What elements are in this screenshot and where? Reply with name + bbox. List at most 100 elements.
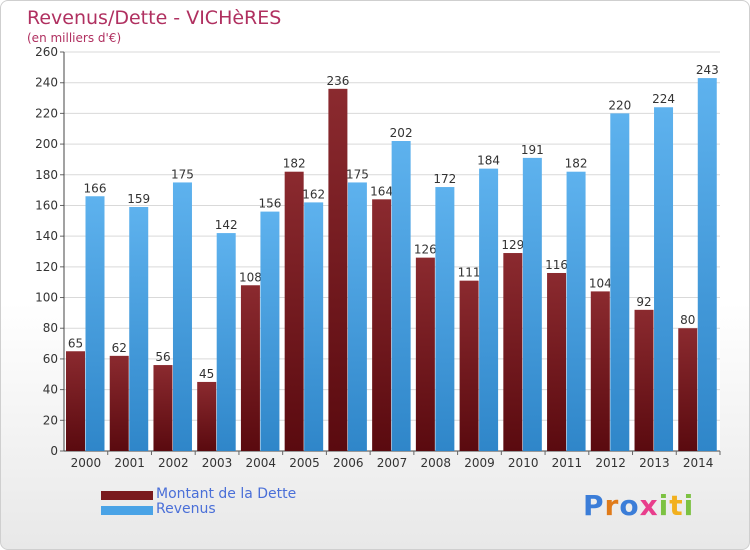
y-tick-label: 120	[35, 260, 58, 274]
bar-revenus	[610, 113, 630, 451]
bar-dette	[240, 285, 260, 451]
data-label-revenus: 159	[127, 192, 150, 206]
bar-dette	[415, 257, 435, 451]
data-label-dette: 164	[370, 184, 393, 198]
bar-revenus	[347, 182, 367, 451]
data-label-dette: 56	[155, 350, 170, 364]
bar-revenus	[479, 168, 499, 451]
legend-label-dette: Montant de la Dette	[156, 486, 297, 502]
logo-letter: P	[583, 489, 605, 522]
logo-letter: i	[683, 489, 695, 522]
x-tick-label: 2003	[202, 456, 233, 470]
data-label-revenus: 220	[608, 98, 631, 112]
bar-revenus	[85, 196, 105, 451]
bar-revenus	[260, 211, 280, 451]
logo-letter: x	[639, 489, 659, 522]
x-tick-label: 2007	[377, 456, 408, 470]
chart-subtitle: (en milliers d'€)	[27, 31, 122, 45]
data-label-revenus: 182	[565, 157, 588, 171]
bar-dette	[372, 199, 392, 451]
data-label-revenus: 142	[215, 218, 238, 232]
data-label-revenus: 172	[433, 172, 456, 186]
x-tick-label: 2000	[71, 456, 102, 470]
bar-dette	[634, 309, 654, 451]
bar-revenus	[304, 202, 324, 451]
x-tick-label: 2006	[333, 456, 364, 470]
bar-revenus	[216, 233, 236, 451]
data-label-dette: 65	[68, 336, 83, 350]
bar-dette	[66, 351, 85, 451]
data-label-dette: 236	[326, 74, 349, 88]
x-tick-label: 2004	[246, 456, 277, 470]
data-label-dette: 126	[414, 243, 437, 257]
bar-revenus	[566, 171, 586, 451]
chart-title: Revenus/Dette - VICHèRES	[27, 7, 282, 29]
data-label-dette: 111	[458, 266, 481, 280]
bar-dette	[284, 171, 304, 451]
x-tick-label: 2001	[114, 456, 145, 470]
data-label-dette: 182	[283, 157, 306, 171]
data-label-revenus: 184	[477, 154, 500, 168]
data-label-dette: 116	[545, 258, 568, 272]
data-label-revenus: 175	[171, 167, 194, 181]
legend-swatch-revenus	[101, 506, 153, 515]
y-tick-label: 180	[35, 168, 58, 182]
data-label-dette: 80	[680, 313, 695, 327]
bar-dette	[459, 280, 479, 451]
y-tick-label: 260	[35, 45, 58, 59]
bar-dette	[153, 365, 173, 451]
logo-letter: r	[604, 489, 620, 522]
logo-letter: t	[669, 489, 684, 522]
data-label-dette: 104	[589, 276, 612, 290]
y-tick-label: 140	[35, 229, 58, 243]
bar-revenus	[654, 107, 674, 451]
data-label-revenus: 156	[258, 197, 281, 211]
y-tick-label: 240	[35, 76, 58, 90]
data-label-dette: 62	[112, 341, 127, 355]
y-tick-label: 0	[50, 444, 58, 458]
y-tick-label: 40	[43, 383, 58, 397]
data-label-dette: 108	[239, 270, 262, 284]
bar-dette	[328, 88, 348, 451]
bar-dette	[678, 328, 698, 451]
bar-dette	[109, 355, 129, 451]
x-tick-label: 2014	[683, 456, 714, 470]
logo-letter: i	[658, 489, 670, 522]
data-label-dette: 45	[199, 367, 214, 381]
bar-dette	[547, 272, 567, 451]
x-tick-label: 2005	[289, 456, 320, 470]
x-tick-label: 2002	[158, 456, 189, 470]
data-label-revenus: 224	[652, 92, 675, 106]
y-tick-label: 20	[43, 413, 58, 427]
y-tick-label: 80	[43, 321, 58, 335]
data-label-dette: 92	[636, 295, 651, 309]
proxiti-logo: Proxiti	[583, 489, 694, 522]
data-label-revenus: 243	[696, 63, 719, 77]
bar-revenus	[172, 182, 192, 451]
bar-revenus	[697, 78, 717, 451]
x-tick-label: 2012	[595, 456, 626, 470]
y-tick-label: 220	[35, 106, 58, 120]
bar-revenus	[435, 187, 455, 452]
logo-letter: o	[619, 489, 640, 522]
bar-dette	[590, 291, 610, 451]
bar-revenus	[391, 141, 411, 451]
data-label-revenus: 166	[84, 181, 107, 195]
y-tick-label: 200	[35, 137, 58, 151]
y-tick-label: 60	[43, 352, 58, 366]
x-tick-label: 2011	[552, 456, 583, 470]
bar-revenus	[522, 157, 542, 451]
x-tick-label: 2010	[508, 456, 539, 470]
x-tick-label: 2013	[639, 456, 670, 470]
bar-revenus	[129, 206, 149, 451]
y-tick-label: 160	[35, 198, 58, 212]
legend-swatch-dette	[101, 491, 153, 500]
data-label-revenus: 202	[390, 126, 413, 140]
x-tick-label: 2009	[464, 456, 495, 470]
data-label-revenus: 175	[346, 167, 369, 181]
y-tick-label: 100	[35, 291, 58, 305]
data-label-dette: 129	[501, 238, 524, 252]
bar-dette	[197, 381, 217, 451]
